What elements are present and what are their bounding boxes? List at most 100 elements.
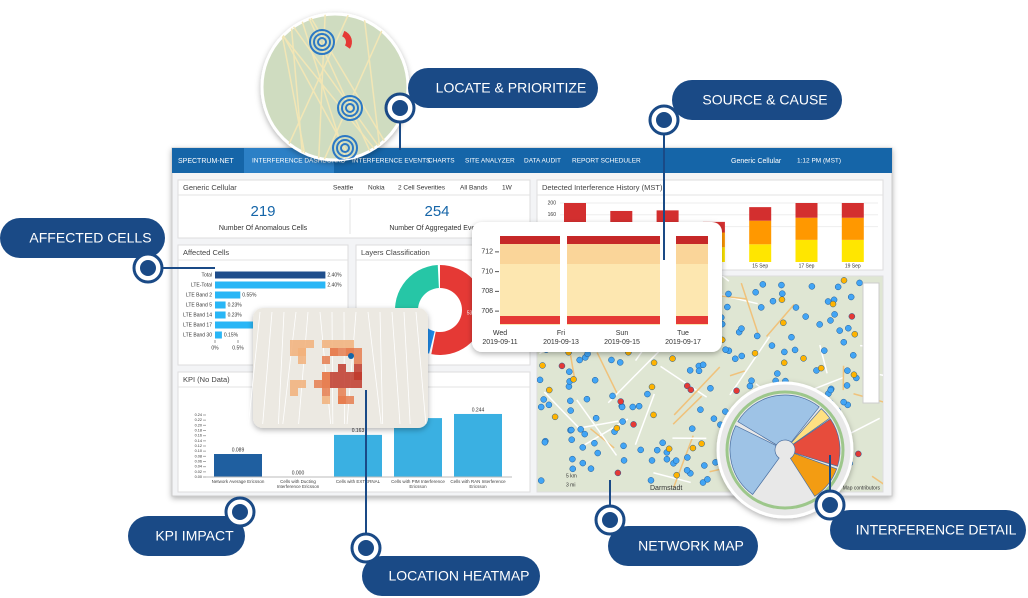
y-tick-label: 0.16 (195, 434, 202, 438)
callout-pill (362, 556, 540, 596)
stat-value: 219 (250, 203, 275, 220)
site-marker (309, 29, 335, 55)
site-dot (689, 444, 697, 452)
filter[interactable]: 2 Cell Severities (398, 185, 446, 192)
heat-cell (354, 356, 362, 364)
site-dot (724, 303, 731, 311)
bar-segment (749, 220, 772, 245)
site-dot (779, 290, 786, 297)
site-dot (567, 397, 574, 405)
site-dot (647, 477, 655, 484)
road (673, 435, 694, 488)
panel (177, 179, 531, 239)
nav-time[interactable]: 1:12 PM (MST) (797, 158, 841, 165)
y-tick-label: 0.06 (195, 460, 202, 464)
value-label: 0.23% (228, 312, 243, 318)
site-dot (619, 418, 626, 425)
nav-item[interactable]: CHARTS (428, 158, 455, 165)
road (607, 351, 660, 404)
nav-item[interactable]: INTERFERENCE DASHBOARD (252, 158, 346, 165)
callout-dot (602, 512, 618, 528)
filter[interactable]: Nokia (368, 185, 385, 192)
street (331, 311, 334, 425)
stat-label: Number Of Aggregated Events (389, 225, 485, 232)
site-dot (551, 413, 559, 421)
site-dot (569, 455, 576, 463)
filter[interactable]: All Bands (460, 185, 488, 192)
polar-layer (725, 390, 845, 510)
map-city: Darmstadt (650, 485, 682, 492)
road (576, 399, 618, 456)
nav-account[interactable]: Generic Cellular (731, 158, 782, 165)
value-label: 2.40% (327, 282, 342, 288)
site-dot (616, 359, 624, 366)
filter[interactable]: Seattle (333, 185, 354, 192)
site-dot (778, 296, 786, 303)
callout-pill (830, 510, 1026, 550)
heat-band (676, 244, 708, 264)
site-dot (699, 479, 707, 486)
site-dot (608, 356, 615, 364)
site-dot (847, 293, 855, 301)
x-tick-label-box: Cells with EXTERNAL (336, 479, 380, 484)
value-label: 0.000 (292, 470, 305, 476)
site-dot (688, 425, 696, 432)
site-dot (609, 392, 616, 400)
heat-cell (330, 348, 338, 356)
x-tick-label-box: Cells with RAN Interference Ericsson (450, 479, 506, 489)
filter[interactable]: 1W (502, 185, 513, 192)
y-tick-label: 708 (481, 288, 493, 295)
value-label: 0.55% (242, 292, 257, 298)
road (871, 475, 883, 485)
heat-cell (338, 388, 346, 396)
nav-item[interactable]: INTERFERENCE EVENTS (352, 158, 431, 165)
callout-pill (608, 526, 758, 566)
site-dot (568, 436, 575, 443)
road (765, 303, 795, 337)
stat-label: Number Of Anomalous Cells (219, 225, 308, 232)
value-label: 0.15% (224, 332, 239, 338)
heat-cell (322, 340, 330, 348)
site-dot (808, 283, 816, 290)
x-tick-label: 2019-09-15 (604, 339, 640, 346)
x-tick-label: 0% (211, 345, 219, 351)
site-dot (840, 398, 847, 406)
callout-pill (0, 218, 165, 258)
street (415, 311, 427, 425)
zoom-layer (264, 14, 397, 160)
site-dot (788, 333, 795, 341)
site-dot (672, 457, 680, 464)
x-tick-label: Cells with RAN Interference Ericsson (450, 479, 506, 489)
site-dot (576, 356, 583, 364)
heat-cell (290, 348, 298, 356)
heat-cell (314, 380, 322, 388)
site-dot (644, 390, 651, 398)
bar-segment (749, 244, 772, 262)
x-tick-label: Fri (557, 330, 566, 337)
street (391, 311, 401, 425)
site-dot (620, 442, 627, 450)
site-dot (650, 359, 658, 367)
bar-segment (795, 239, 818, 262)
heat-cell (338, 364, 346, 372)
x-tick-label-box: Cells with PIM Interference Ericsson (391, 479, 445, 489)
site-dot (635, 402, 643, 410)
site-dot (821, 347, 828, 354)
site-dot (843, 382, 851, 389)
nav-item[interactable]: SITE ANALYZER (465, 158, 515, 165)
site-dot (827, 317, 834, 324)
site-dot (802, 313, 809, 320)
site-dot (836, 327, 843, 334)
bar-label: LTE Band 17 (183, 322, 212, 328)
site-dot (829, 300, 837, 308)
heat-cell (298, 348, 306, 356)
street (403, 311, 411, 425)
site-dot (546, 386, 553, 394)
road (634, 393, 656, 446)
nav-item[interactable]: DATA AUDIT (524, 158, 561, 165)
nav-item[interactable]: REPORT SCHEDULER (572, 158, 641, 165)
callout-pill (128, 516, 245, 556)
site-dot (629, 403, 636, 411)
site-marker (345, 103, 355, 113)
